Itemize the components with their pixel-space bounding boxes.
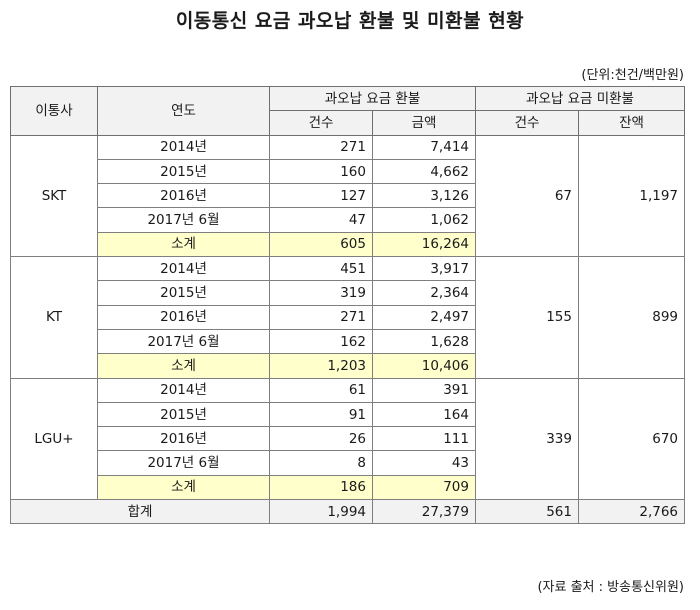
subtotal-amount: 16,264 — [372, 231, 476, 258]
year-cell: 2014년 — [97, 377, 270, 403]
year-cell: 2015년 — [97, 158, 270, 185]
year-cell: 2015년 — [97, 280, 270, 306]
subtotal-count: 605 — [269, 231, 373, 258]
count-cell: 160 — [269, 158, 373, 185]
count-cell: 8 — [269, 450, 373, 476]
table-row: 2016년 271 2,497 — [11, 304, 685, 330]
amount-cell: 3,917 — [372, 256, 476, 282]
count-cell: 26 — [269, 426, 373, 452]
page-title: 이동통신 요금 과오납 환불 및 미환불 현황 — [175, 10, 525, 32]
subtotal-count: 186 — [269, 474, 373, 501]
total-unrefunded-balance: 2,766 — [577, 499, 686, 525]
year-cell: 2016년 — [97, 183, 270, 209]
header-carrier: 이통사 — [10, 86, 98, 136]
amount-cell: 1,628 — [372, 328, 476, 355]
unrefunded-count-cell: 155 — [475, 256, 579, 379]
header-unrefunded-group: 과오납 요금 미환불 — [474, 85, 686, 112]
count-cell: 127 — [269, 183, 373, 209]
source-note: (자료 출처 : 방송통신위원) — [537, 580, 684, 595]
amount-cell: 1,062 — [372, 207, 476, 233]
year-cell: 2016년 — [97, 304, 270, 330]
year-cell: 2017년 6월 — [97, 328, 270, 355]
total-amount: 27,379 — [372, 499, 476, 525]
table-row: 2017년 6월 47 1,062 — [11, 207, 685, 233]
count-cell: 271 — [269, 304, 373, 330]
count-cell: 162 — [269, 328, 373, 355]
table-row: 2015년 319 2,364 — [11, 280, 685, 306]
table-row: 2015년 160 4,662 — [11, 158, 685, 185]
unrefunded-count-cell: 339 — [475, 377, 579, 501]
year-cell: 2016년 — [97, 426, 270, 452]
year-cell: 2017년 6월 — [97, 207, 270, 233]
header-year: 연도 — [97, 86, 270, 136]
subtotal-amount: 709 — [372, 474, 476, 501]
year-cell: 2014년 — [97, 134, 270, 160]
amount-cell: 2,364 — [372, 280, 476, 306]
carrier-name: SKT — [10, 134, 98, 258]
table-row: 2016년 26 111 — [11, 426, 685, 452]
amount-cell: 3,126 — [372, 183, 476, 209]
subtotal-label: 소계 — [97, 474, 270, 501]
table-row: 2017년 6월 8 43 — [11, 450, 685, 476]
header-amount: 금액 — [372, 110, 476, 136]
amount-cell: 43 — [372, 450, 476, 476]
header-refund-group: 과오납 요금 환불 — [269, 85, 476, 112]
unrefunded-balance-cell: 1,197 — [577, 134, 686, 258]
header-balance: 잔액 — [577, 110, 686, 136]
unrefunded-balance-cell: 899 — [577, 256, 686, 379]
amount-cell: 4,662 — [372, 158, 476, 185]
unit-note: (단위:천건/백만원) — [581, 68, 684, 83]
amount-cell: 391 — [372, 377, 476, 403]
subtotal-label: 소계 — [97, 231, 270, 258]
table-row: 2017년 6월 162 1,628 — [11, 328, 685, 355]
carrier-name: KT — [10, 256, 98, 379]
carrier-name: LGU+ — [10, 377, 98, 501]
subtotal-row: 소계 186 709 — [11, 474, 685, 501]
subtotal-label: 소계 — [97, 353, 270, 379]
subtotal-row: 소계 605 16,264 — [11, 231, 685, 258]
total-unrefunded-count: 561 — [475, 499, 579, 525]
total-label: 합계 — [10, 499, 270, 525]
unrefunded-count-cell: 67 — [475, 134, 579, 258]
year-cell: 2017년 6월 — [97, 450, 270, 476]
table-row: 2016년 127 3,126 — [11, 183, 685, 209]
total-count: 1,994 — [269, 499, 373, 525]
table-row: 2015년 91 164 — [11, 401, 685, 428]
header-count: 건수 — [269, 110, 373, 136]
count-cell: 319 — [269, 280, 373, 306]
table-row: LGU+ 2014년 61 391 339 670 — [10, 377, 686, 501]
subtotal-amount: 10,406 — [372, 353, 476, 379]
amount-cell: 2,497 — [372, 304, 476, 330]
count-cell: 271 — [269, 134, 373, 160]
subtotal-row: 소계 1,203 10,406 — [11, 353, 685, 379]
year-cell: 2015년 — [97, 401, 270, 428]
amount-cell: 164 — [372, 401, 476, 428]
table-row: SKT 2014년 271 7,414 67 1,197 — [10, 134, 686, 258]
subtotal-count: 1,203 — [269, 353, 373, 379]
count-cell: 451 — [269, 256, 373, 282]
header-count2: 건수 — [475, 110, 579, 136]
count-cell: 61 — [269, 377, 373, 403]
year-cell: 2014년 — [97, 256, 270, 282]
unrefunded-balance-cell: 670 — [577, 377, 686, 501]
count-cell: 91 — [269, 401, 373, 428]
total-row: 합계 1,994 27,379 561 2,766 — [10, 499, 686, 525]
count-cell: 47 — [269, 207, 373, 233]
refund-table: 이통사 연도 과오납 요금 환불 과오납 요금 미환불 건수 금액 건수 잔액 … — [10, 85, 686, 525]
amount-cell: 7,414 — [372, 134, 476, 160]
amount-cell: 111 — [372, 426, 476, 452]
table-row: KT 2014년 451 3,917 155 899 — [10, 256, 686, 379]
